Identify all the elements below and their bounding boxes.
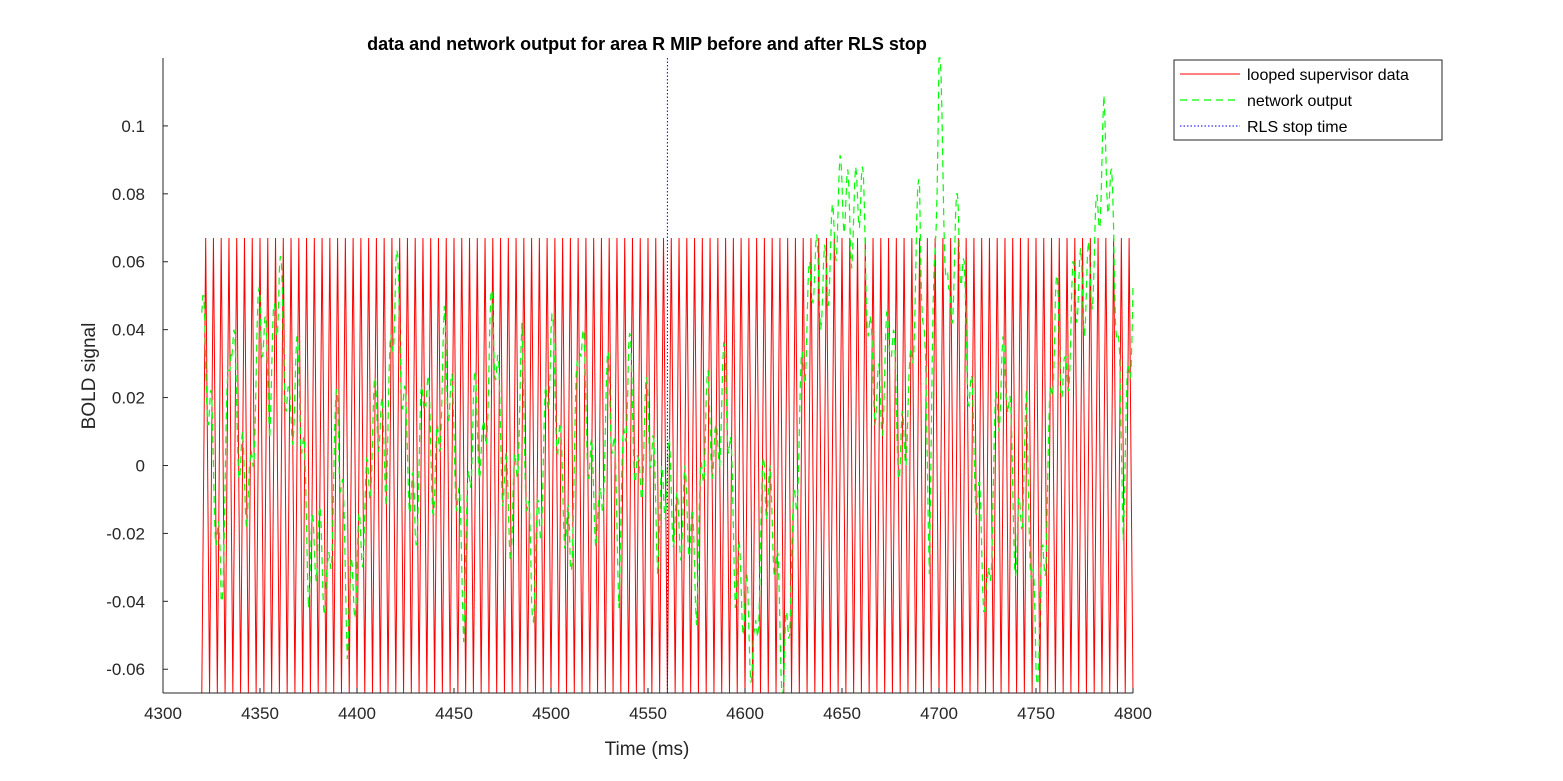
- y-tick-label: 0.06: [112, 253, 145, 272]
- legend-label-rls-stop-time: RLS stop time: [1247, 119, 1348, 136]
- x-tick-label: 4700: [920, 704, 958, 723]
- x-tick-label: 4450: [435, 704, 473, 723]
- x-tick-label: 4400: [338, 704, 376, 723]
- x-tick-label: 4650: [823, 704, 861, 723]
- legend: looped supervisor data network output RL…: [1173, 59, 1443, 141]
- x-tick-label: 4800: [1114, 704, 1152, 723]
- y-tick-label: 0.1: [121, 117, 145, 136]
- axes: 4300 4350 4400 4450 4500 4550 4600 4650 4700 4750…: [106, 58, 1152, 723]
- y-tick-label: -0.06: [106, 660, 145, 679]
- y-tick-label: -0.04: [106, 592, 145, 611]
- x-tick-label: 4300: [144, 704, 182, 723]
- y-tick-label: 0: [136, 456, 145, 475]
- x-tick-label: 4750: [1017, 704, 1055, 723]
- series-network-output: [201, 57, 1134, 694]
- legend-label-looped-supervisor-data: looped supervisor data: [1247, 67, 1409, 84]
- x-tick-label: 4350: [241, 704, 279, 723]
- y-tick-label: 0.02: [112, 389, 145, 408]
- line-network-output: [201, 57, 1134, 694]
- x-ticks: 4300 4350 4400 4450 4500 4550 4600 4650 4700 4750…: [144, 688, 1152, 723]
- x-tick-label: 4550: [629, 704, 667, 723]
- x-axis-label: Time (ms): [605, 739, 690, 760]
- chart-title: data and network output for area R MIP b…: [367, 34, 927, 54]
- y-tick-label: 0.08: [112, 185, 145, 204]
- x-tick-label: 4500: [532, 704, 570, 723]
- plot-area: [201, 57, 1134, 694]
- y-tick-label: 0.04: [112, 321, 145, 340]
- legend-label-network-output: network output: [1247, 93, 1353, 110]
- x-tick-label: 4600: [726, 704, 764, 723]
- y-tick-label: -0.02: [106, 524, 145, 543]
- y-ticks: -0.06 -0.04 -0.02 0 0.02 0.04 0.06 0.08 0.1: [106, 117, 168, 679]
- y-axis-label: BOLD signal: [79, 323, 100, 430]
